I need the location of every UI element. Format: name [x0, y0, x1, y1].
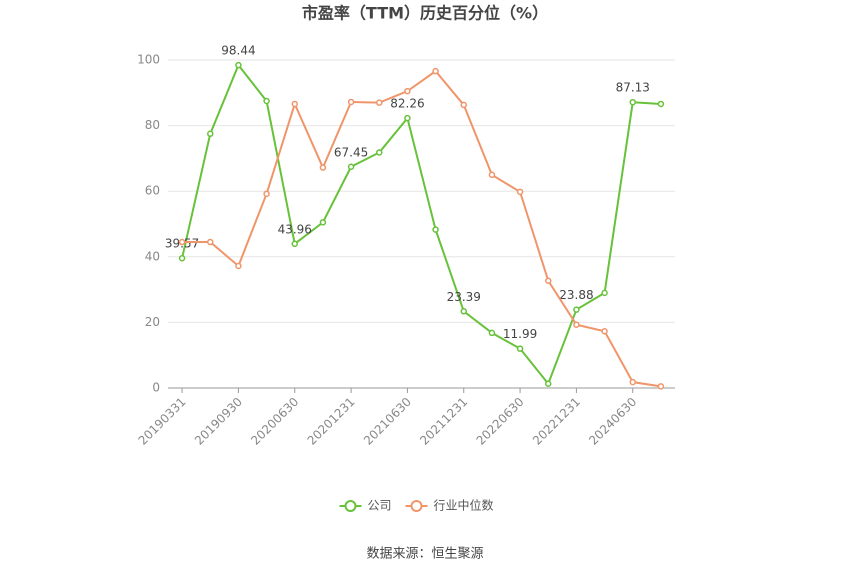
point: [319, 164, 327, 171]
point: [263, 190, 270, 198]
y-tick-label: 40: [145, 249, 160, 263]
x-tick-label: 20190331: [136, 395, 189, 448]
legend-label: 公司: [368, 499, 392, 513]
point: [545, 380, 552, 387]
legend-marker: [410, 500, 423, 512]
point: [178, 254, 186, 262]
source-note: 数据来源：恒生聚源: [366, 547, 483, 562]
point: [601, 328, 608, 335]
point: [291, 100, 298, 108]
point: [291, 240, 298, 248]
y-tick-label: 100: [137, 53, 160, 67]
x-tick-label: 20201231: [305, 395, 358, 448]
point: [629, 98, 636, 106]
y-tick-label: 0: [152, 381, 160, 395]
chart-title: 市盈率（TTM）历史百分位（%）: [302, 4, 548, 23]
legend-label: 行业中位数: [434, 498, 494, 513]
point: [657, 383, 665, 390]
point: [235, 262, 242, 270]
y-tick-label: 80: [145, 118, 160, 132]
x-tick-label: 20220630: [474, 395, 527, 448]
data-label: 82.26: [390, 97, 424, 111]
point: [404, 87, 411, 95]
y-tick-label: 60: [145, 184, 160, 198]
point: [488, 171, 496, 179]
point: [657, 100, 665, 108]
data-label: 23.88: [559, 288, 593, 302]
point: [432, 67, 439, 75]
point: [516, 188, 524, 196]
point: [488, 329, 496, 337]
point: [207, 130, 214, 138]
data-label: 11.99: [503, 327, 537, 341]
x-tick-label: 20210630: [361, 395, 414, 448]
data-label: 43.96: [278, 222, 312, 236]
point: [516, 345, 524, 352]
x-tick-label: 20221231: [530, 395, 583, 448]
point: [573, 306, 580, 313]
series-line: [181, 63, 661, 386]
series-line: [182, 69, 662, 388]
point: [460, 308, 467, 315]
point: [460, 101, 467, 109]
point: [432, 226, 439, 233]
point: [235, 61, 242, 69]
point: [319, 219, 327, 226]
y-tick-label: 20: [145, 315, 160, 329]
point: [601, 289, 608, 297]
point: [573, 321, 580, 328]
point: [347, 163, 355, 171]
x-tick-label: 20211231: [417, 395, 470, 448]
point: [178, 238, 186, 246]
data-label: 98.44: [221, 44, 255, 58]
point: [629, 378, 636, 386]
point: [263, 97, 270, 105]
data-label: 87.13: [616, 81, 650, 95]
x-tick-label: 20190930: [192, 395, 245, 448]
point: [404, 114, 411, 122]
point: [376, 99, 383, 106]
legend-marker: [344, 500, 357, 512]
point: [347, 98, 355, 106]
point: [207, 238, 214, 246]
x-tick-label: 20200630: [248, 395, 301, 448]
data-label: 67.45: [334, 145, 368, 159]
point: [376, 149, 383, 156]
x-tick-label: 20240630: [586, 395, 639, 448]
data-label: 23.39: [447, 290, 481, 304]
point: [545, 277, 552, 284]
